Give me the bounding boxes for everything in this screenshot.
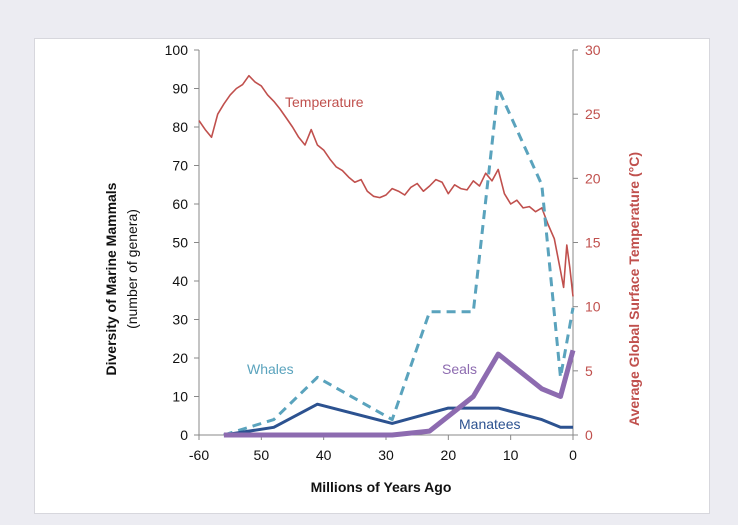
y-tick-label: 70 bbox=[172, 158, 188, 174]
label-whales: Whales bbox=[247, 361, 294, 377]
y-tick-label: 100 bbox=[165, 42, 189, 58]
y2-tick-label: 30 bbox=[585, 42, 601, 58]
series-line-temperature bbox=[198, 74, 574, 297]
y2-tick-label: 15 bbox=[585, 235, 601, 251]
y-tick-label: 20 bbox=[172, 350, 188, 366]
y-tick-label: 30 bbox=[172, 312, 188, 328]
y-tick-label: 60 bbox=[172, 196, 188, 212]
label-manatees: Manatees bbox=[459, 416, 520, 432]
label-seals: Seals bbox=[442, 361, 477, 377]
y-tick-label: 0 bbox=[180, 427, 188, 443]
y2-axis-title: Average Global Surface Temperature (°C) bbox=[626, 152, 642, 426]
y-tick-label: 10 bbox=[172, 389, 188, 405]
label-temperature: Temperature bbox=[285, 94, 364, 110]
x-tick-label: 40 bbox=[316, 447, 332, 463]
x-tick-label: 50 bbox=[254, 447, 270, 463]
y-tick-label: 50 bbox=[172, 235, 188, 251]
series-line-seals bbox=[223, 349, 576, 438]
y2-tick-label: 5 bbox=[585, 363, 593, 379]
chart-frame: 0 10 20 30 40 50 60 70 80 90 100 0 5 10 15 20 25 30 -60 50 4… bbox=[34, 38, 710, 514]
x-tick-label: 0 bbox=[569, 447, 577, 463]
y-axis-subtitle: (number of genera) bbox=[124, 209, 140, 329]
series-line-whales bbox=[223, 87, 575, 437]
x-tick-label: 10 bbox=[503, 447, 519, 463]
y-tick-label: 40 bbox=[172, 273, 188, 289]
y2-tick-label: 10 bbox=[585, 299, 601, 315]
x-tick-label: -60 bbox=[189, 447, 209, 463]
y-tick-label: 80 bbox=[172, 119, 188, 135]
y2-tick-label: 25 bbox=[585, 106, 601, 122]
x-axis-title: Millions of Years Ago bbox=[311, 479, 452, 495]
series-layer bbox=[198, 74, 576, 438]
y2-tick-label: 20 bbox=[585, 170, 601, 186]
series-line-manatees bbox=[223, 402, 573, 437]
y-tick-label: 90 bbox=[172, 81, 188, 97]
y2-tick-label: 0 bbox=[585, 427, 593, 443]
x-tick-label: 20 bbox=[441, 447, 457, 463]
x-tick-label: 30 bbox=[378, 447, 394, 463]
y-axis-title: Diversity of Marine Mammals bbox=[103, 182, 119, 375]
